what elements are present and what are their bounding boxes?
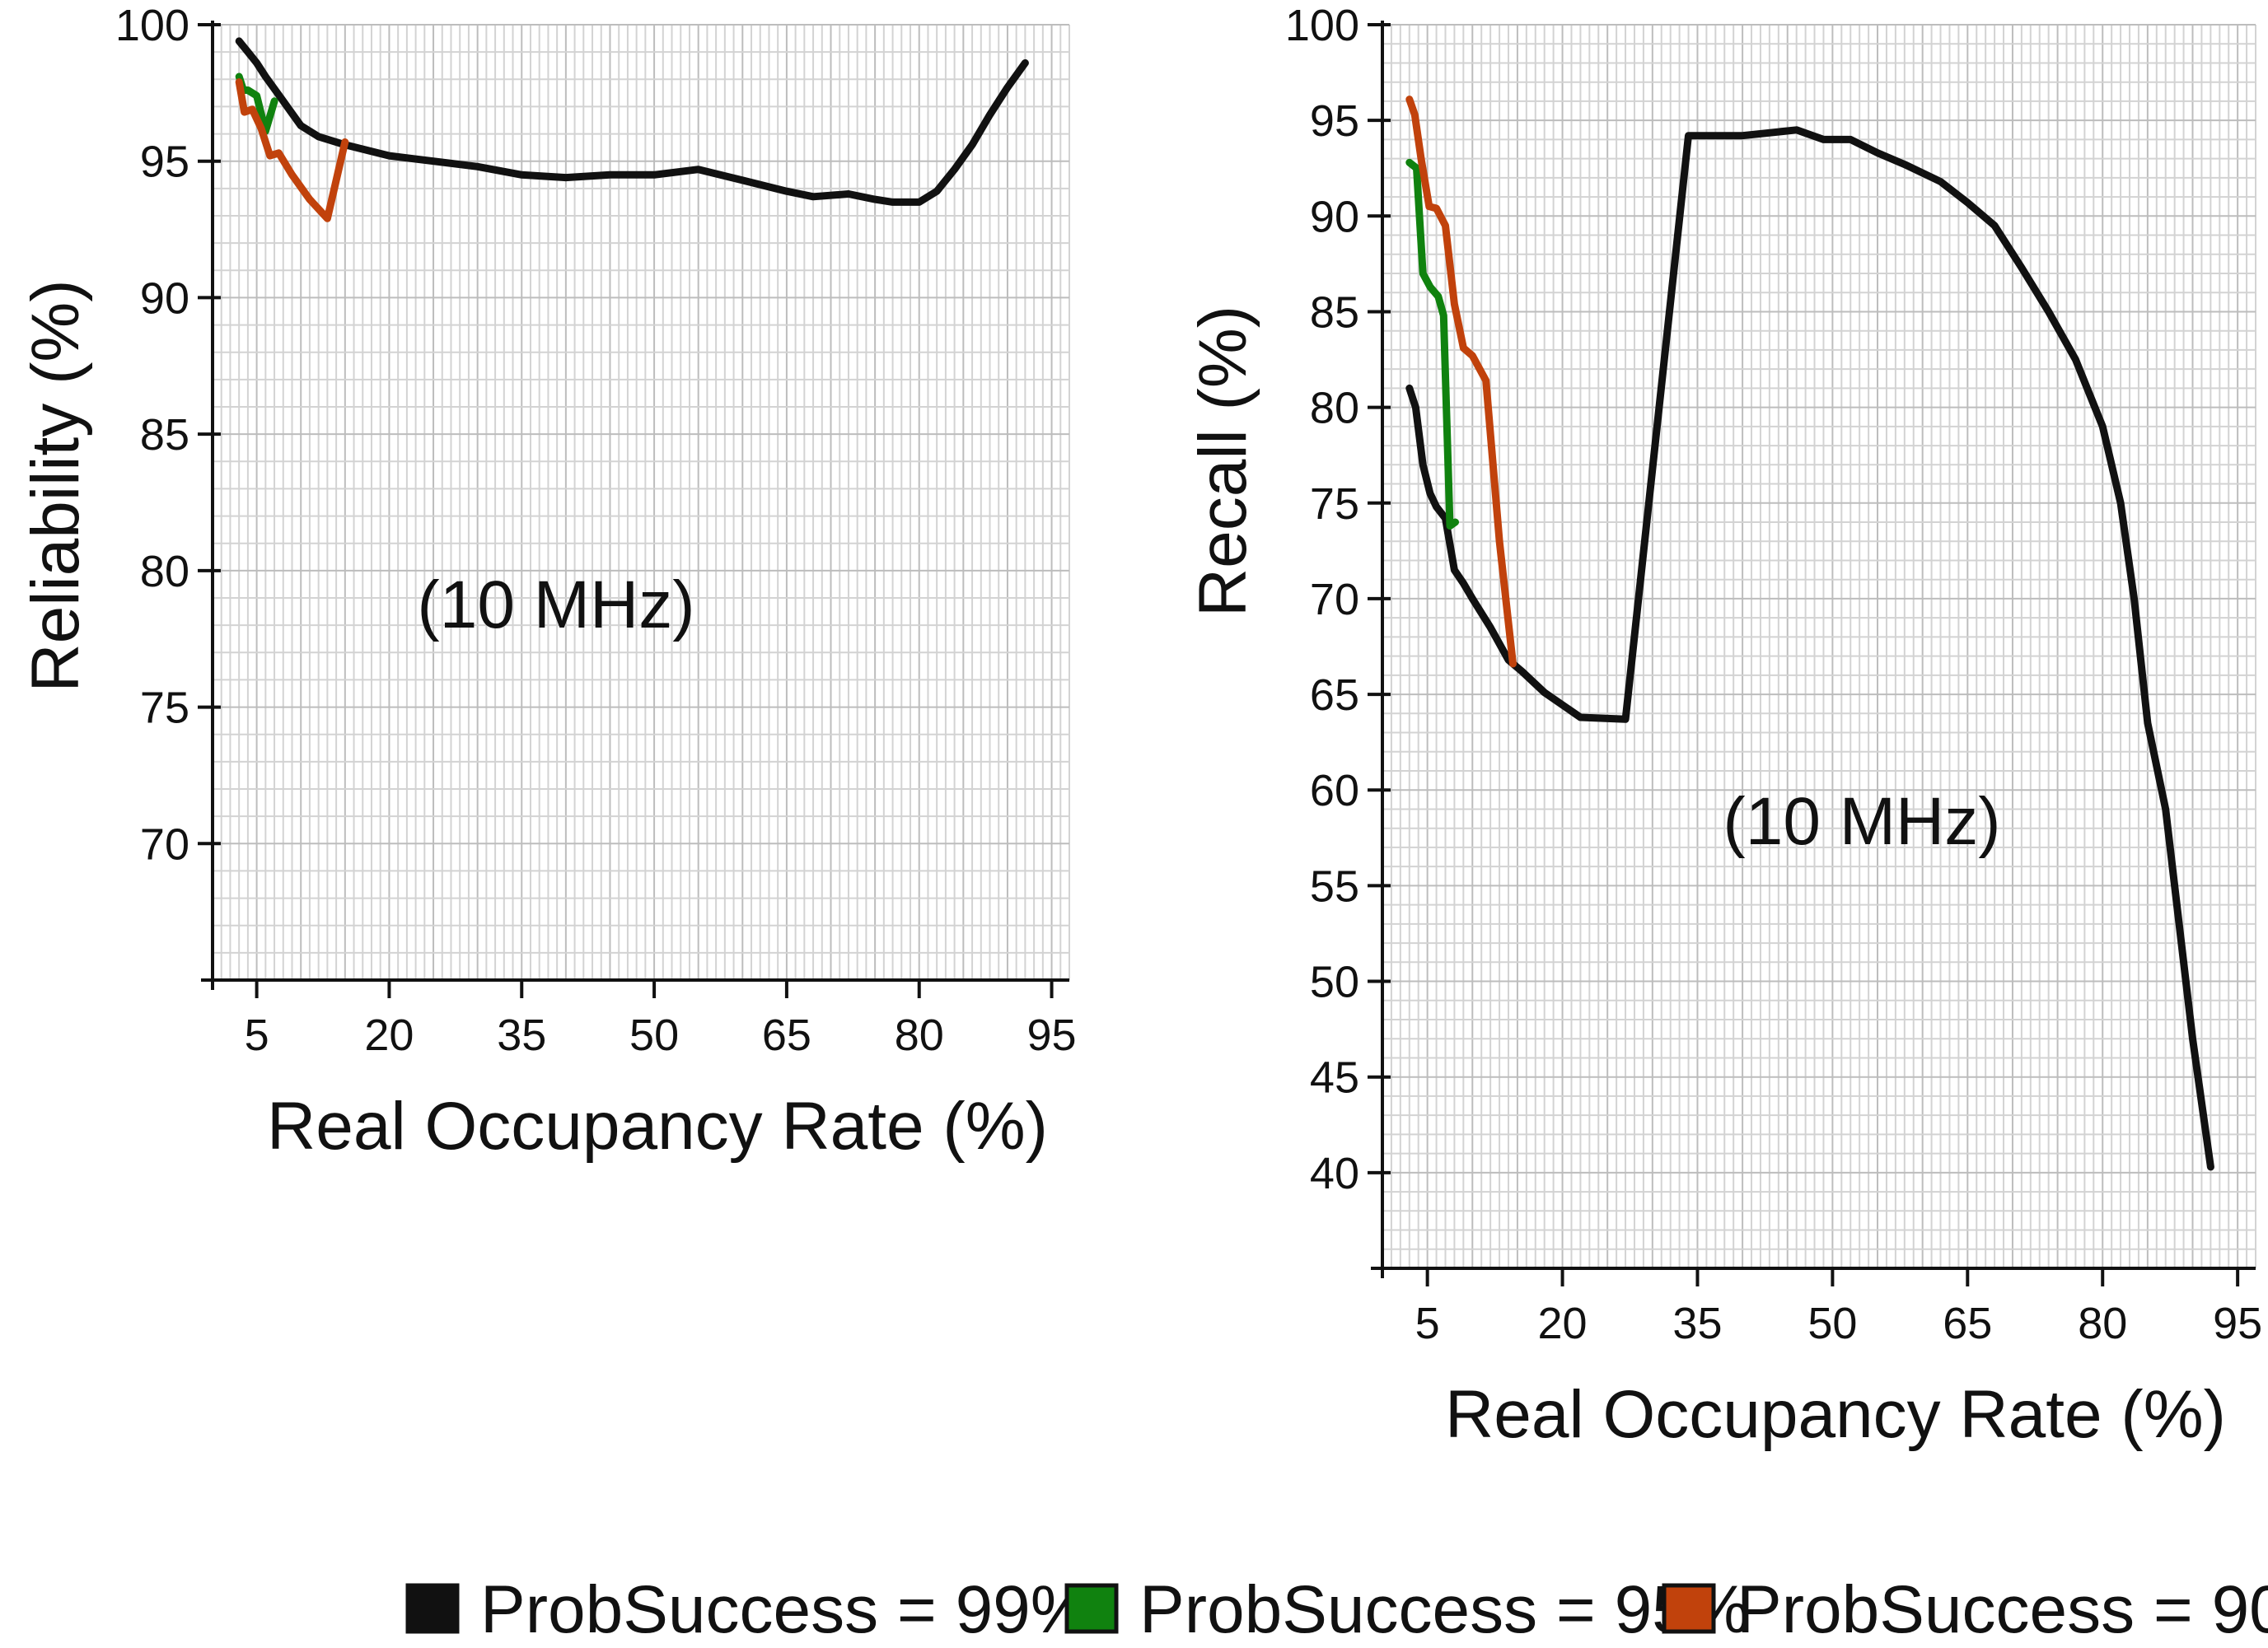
series-line-90-percent [235,78,349,222]
reliability-chart: 5 20 35 50 65 80 95 70 75 80 85 90 95 100 Real Occupan… [18,1,1077,1164]
y-tick-label: 80 [140,547,189,596]
x-axis-title: Real Occupancy Rate (%) [267,1089,1048,1164]
series-line-95-percent [1405,158,1459,530]
x-tick-label: 95 [2213,1299,2262,1348]
y-tick-label: 85 [1310,287,1359,337]
x-tick-label: 35 [1672,1299,1722,1348]
y-axis-title: Reliability (%) [18,279,93,692]
x-tick-label: 80 [895,1011,944,1060]
bandwidth-annotation: (10 MHz) [1723,784,2000,859]
y-tick-label: 100 [115,1,189,50]
y-tick-label: 75 [1310,479,1359,529]
x-tick-label: 65 [762,1011,811,1060]
series-line-99-percent [1405,126,2214,1171]
y-tick-label: 90 [140,273,189,323]
x-tick-label: 20 [364,1011,414,1060]
y-tick-label: 100 [1285,1,1359,50]
y-tick-label: 70 [140,819,189,869]
y-tick-label: 65 [1310,670,1359,720]
x-tick-label: 65 [1943,1299,1992,1348]
y-tick-label: 50 [1310,958,1359,1007]
legend: ProbSuccess = 99% ProbSuccess = 95%ProbSu… [405,1572,2268,1647]
x-tick-label: 5 [1415,1299,1440,1348]
legend-swatch [405,1583,460,1634]
series-line-99-percent [235,37,1029,206]
x-tick-label: 50 [1807,1299,1857,1348]
y-tick-label: 45 [1310,1053,1359,1103]
y-tick-label: 80 [1310,384,1359,433]
x-tick-label: 5 [245,1011,269,1060]
legend-label: ProbSuccess = 90% [1737,1572,2268,1647]
y-tick-label: 75 [140,684,189,733]
legend-swatch [1662,1583,1716,1634]
x-tick-label: 50 [629,1011,679,1060]
legend-label: ProbSuccess = 99% [480,1572,1091,1647]
y-tick-label: 95 [1310,96,1359,146]
y-axis-title: Recall (%) [1185,306,1260,617]
x-tick-label: 35 [497,1011,546,1060]
x-tick-label: 20 [1538,1299,1588,1348]
y-tick-label: 95 [140,138,189,187]
y-tick-label: 55 [1310,861,1359,911]
legend-swatch [1064,1583,1119,1634]
y-tick-label: 90 [1310,192,1359,241]
x-axis-title: Real Occupancy Rate (%) [1445,1377,2226,1452]
y-tick-label: 70 [1310,575,1359,624]
x-tick-label: 80 [2078,1299,2127,1348]
y-tick-label: 85 [140,410,189,460]
y-tick-label: 40 [1310,1149,1359,1198]
series-line-90-percent [1405,96,1517,668]
y-tick-label: 60 [1310,766,1359,815]
bandwidth-annotation: (10 MHz) [417,567,694,642]
legend-label: ProbSuccess = 95% [1139,1572,1750,1647]
grid [1382,24,2256,1268]
x-tick-label: 95 [1027,1011,1077,1060]
recall-chart: 5 20 35 50 65 80 95 40 45 50 55 60 65 70 75 80 85 90 95 100… [1185,1,2262,1452]
